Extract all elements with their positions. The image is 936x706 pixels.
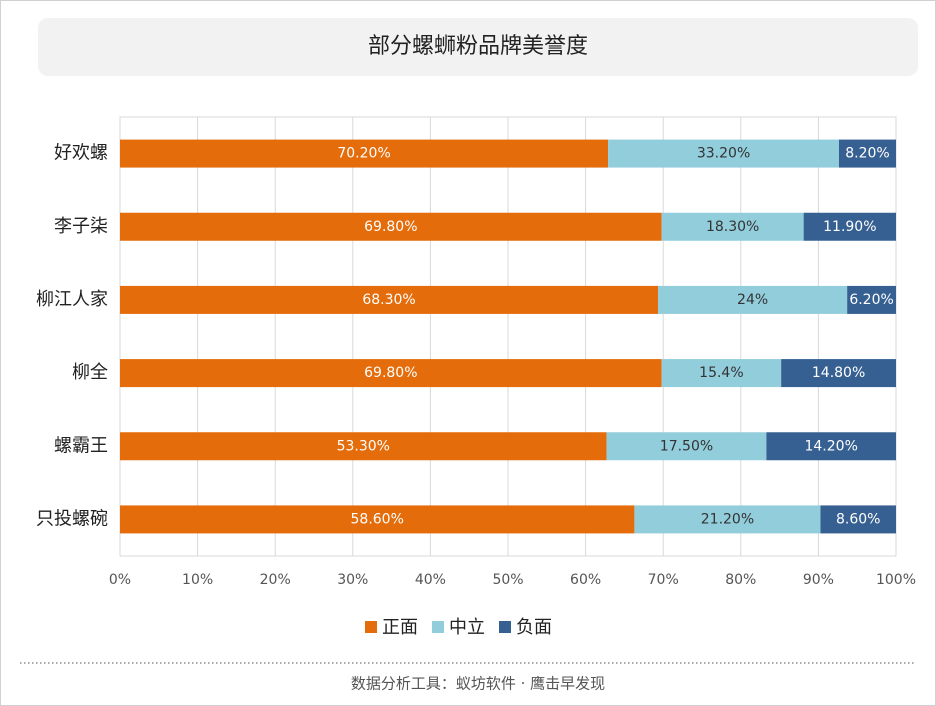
bar-segment	[120, 212, 662, 241]
x-tick-label: 20%	[260, 572, 291, 588]
bar-segment	[120, 359, 662, 388]
x-tick-label: 60%	[570, 572, 601, 588]
data-label: 11.90%	[823, 219, 876, 235]
data-label: 24%	[737, 292, 768, 308]
data-label: 33.20%	[697, 146, 750, 162]
data-label: 6.20%	[849, 292, 893, 308]
x-tick-label: 50%	[492, 572, 523, 588]
bar-segment	[120, 285, 659, 314]
bar-segment	[838, 139, 896, 168]
x-tick-label: 40%	[415, 572, 446, 588]
y-tick-label: 柳江人家	[36, 289, 108, 310]
data-label: 69.80%	[364, 365, 417, 381]
title-box	[38, 18, 918, 76]
bar-segment	[661, 212, 804, 241]
data-label: 21.20%	[701, 511, 754, 527]
legend-swatch	[432, 621, 444, 633]
footer: 数据分析工具：蚁坊软件 · 鹰击早发现	[351, 675, 605, 693]
data-label: 14.80%	[812, 365, 865, 381]
legend-label: 中立	[449, 617, 485, 638]
data-label: 8.60%	[836, 511, 880, 527]
data-label: 53.30%	[337, 438, 390, 454]
bar-segment	[608, 139, 839, 168]
x-tick-label: 30%	[337, 572, 368, 588]
y-tick-label: 李子柒	[54, 216, 108, 237]
legend-label: 负面	[516, 617, 552, 638]
x-tick-label: 80%	[725, 572, 756, 588]
x-tick-label: 10%	[182, 572, 213, 588]
y-tick-label: 柳全	[72, 362, 108, 383]
data-label: 18.30%	[706, 219, 759, 235]
bar-segment	[634, 505, 821, 534]
data-label: 68.30%	[362, 292, 415, 308]
data-label: 69.80%	[364, 219, 417, 235]
bar-segment	[661, 359, 782, 388]
x-tick-label: 70%	[648, 572, 679, 588]
y-tick-label: 螺霸王	[54, 435, 108, 456]
bar-segment	[120, 139, 609, 168]
bar-segment	[781, 359, 896, 388]
bar-segment	[803, 212, 896, 241]
x-tick-label: 90%	[803, 572, 834, 588]
x-tick-label: 0%	[109, 572, 131, 588]
x-tick-label: 100%	[876, 572, 916, 588]
y-tick-label: 好欢螺	[54, 143, 108, 164]
bar-segment	[120, 505, 635, 534]
chart-title: 部分螺蛳粉品牌美誉度	[368, 34, 588, 59]
bar-segment	[658, 285, 848, 314]
bar-segment	[820, 505, 896, 534]
data-label: 14.20%	[804, 438, 857, 454]
bar-segment	[120, 432, 607, 461]
data-label: 58.60%	[351, 511, 404, 527]
data-label: 17.50%	[660, 438, 713, 454]
data-label: 70.20%	[337, 146, 390, 162]
bar-segment	[766, 432, 896, 461]
data-label: 15.4%	[699, 365, 743, 381]
bar-segment	[847, 285, 896, 314]
legend-swatch	[499, 621, 511, 633]
y-tick-label: 只投螺碗	[36, 508, 108, 529]
bar-segment	[606, 432, 767, 461]
legend-swatch	[365, 621, 377, 633]
legend-label: 正面	[382, 617, 418, 638]
data-label: 8.20%	[845, 146, 889, 162]
